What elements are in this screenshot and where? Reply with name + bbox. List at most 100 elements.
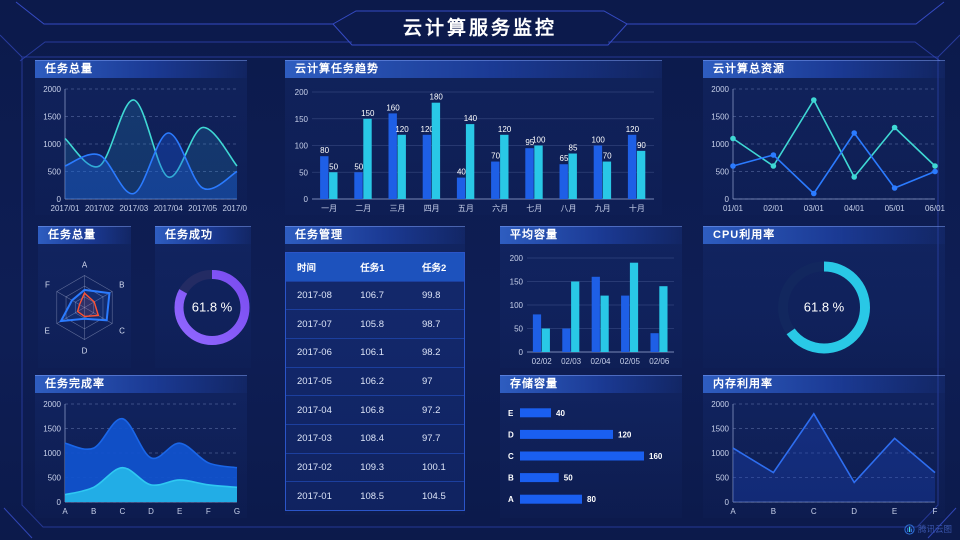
svg-text:十月: 十月	[629, 203, 645, 213]
svg-text:0: 0	[519, 348, 524, 357]
svg-text:500: 500	[716, 168, 730, 177]
svg-text:40: 40	[556, 409, 565, 418]
table-cell: 98.7	[421, 318, 441, 330]
svg-text:80: 80	[587, 495, 596, 504]
table-cell: 104.5	[421, 490, 446, 502]
svg-text:02/01: 02/01	[763, 204, 784, 213]
table-cell: 108.5	[360, 490, 384, 502]
svg-text:100: 100	[510, 301, 524, 310]
table-cell: 106.1	[360, 347, 384, 359]
svg-text:1000: 1000	[43, 140, 61, 149]
svg-text:B: B	[508, 474, 514, 483]
svg-text:2000: 2000	[711, 85, 729, 94]
panel-storage-capacity: 存储容量 E 40 D 120 C 160 B 50 A 80	[500, 375, 682, 518]
svg-text:1000: 1000	[711, 449, 729, 458]
task-success-donut-chart: 61.8 %	[155, 243, 251, 368]
panel-title-total-resource: 云计算总资源	[703, 60, 945, 78]
svg-text:03/01: 03/01	[804, 204, 825, 213]
svg-text:B: B	[91, 507, 96, 516]
svg-text:140: 140	[464, 114, 478, 123]
svg-text:八月: 八月	[561, 204, 577, 213]
svg-text:100: 100	[592, 136, 606, 145]
table-cell: 2017-05	[297, 376, 332, 388]
table-row: 2017-03 108.4 97.7	[286, 425, 464, 454]
svg-text:A: A	[508, 495, 514, 504]
svg-text:A: A	[82, 261, 88, 270]
svg-text:40: 40	[457, 168, 466, 177]
svg-text:E: E	[45, 327, 50, 336]
svg-text:150: 150	[361, 109, 375, 118]
panel-title-storage-capacity: 存储容量	[500, 375, 682, 393]
page-title: 云计算服务监控	[402, 18, 557, 39]
table-header-cell: 任务2	[421, 262, 447, 274]
table-cell: 2017-04	[297, 404, 332, 416]
svg-text:50: 50	[299, 168, 308, 177]
table-cell: 2017-01	[297, 490, 332, 502]
svg-text:2000: 2000	[43, 400, 61, 409]
panel-task-total-line: 任务总量 0 500 1000 1500 2000 2017/01 2017/02 2017/…	[35, 60, 252, 215]
svg-text:50: 50	[354, 162, 363, 171]
svg-text:01/01: 01/01	[723, 204, 744, 213]
svg-text:500: 500	[48, 474, 62, 483]
svg-text:2017/05: 2017/05	[188, 204, 217, 213]
task-total-line-chart: 0 500 1000 1500 2000 2017/01 2017/02 2017/03 201…	[35, 77, 252, 215]
svg-text:A: A	[730, 507, 736, 516]
panel-total-resource: 云计算总资源 0 500 1000 1500 2000 01/01 02/01 03/01 04…	[703, 60, 946, 215]
svg-text:2017/06: 2017/06	[223, 204, 247, 213]
panel-title-task-radar: 任务总量	[38, 226, 131, 244]
svg-text:2000: 2000	[711, 400, 729, 409]
svg-text:02/06: 02/06	[649, 357, 670, 366]
svg-text:61.8 %: 61.8 %	[192, 300, 233, 315]
svg-text:E: E	[508, 409, 514, 418]
svg-text:C: C	[811, 507, 817, 516]
svg-text:2017/03: 2017/03	[119, 204, 148, 213]
svg-text:E: E	[892, 507, 897, 516]
panel-task-table: 任务管理 时间 任务1 任务2 2017-08 106.7 99.8 2017-07 105.…	[285, 226, 465, 515]
svg-text:120: 120	[421, 125, 435, 134]
svg-text:1500: 1500	[711, 425, 729, 434]
panel-title-completion-rate: 任务完成率	[35, 375, 247, 393]
task-total-radar-chart: A B C D E F	[38, 243, 131, 368]
svg-text:0: 0	[725, 498, 730, 507]
svg-text:五月: 五月	[458, 204, 474, 213]
svg-text:D: D	[148, 507, 154, 516]
svg-text:B: B	[771, 507, 776, 516]
table-cell: 99.8	[421, 290, 441, 301]
task-management-table: 时间 任务1 任务2 2017-08 106.7 99.8 2017-07 105.8 98.7…	[285, 243, 465, 515]
table-cell: 2017-06	[297, 347, 332, 359]
svg-text:D: D	[851, 507, 857, 516]
svg-text:1500: 1500	[711, 113, 729, 122]
svg-text:1000: 1000	[43, 449, 61, 458]
svg-text:G: G	[234, 507, 240, 516]
svg-text:1000: 1000	[711, 140, 729, 149]
svg-text:65: 65	[560, 154, 569, 163]
svg-text:85: 85	[569, 144, 578, 153]
table-cell: 100.1	[421, 462, 446, 474]
svg-text:F: F	[933, 507, 938, 516]
vendor-watermark: 腾讯云图	[904, 523, 952, 535]
table-cell: 97.7	[421, 433, 441, 445]
table-cell: 2017-03	[297, 433, 332, 445]
avg-capacity-bar-chart: 0 50 100 150 200 02/02 02/03 02/04 02/05 02/06	[500, 243, 682, 368]
svg-text:C: C	[119, 507, 125, 516]
table-row: 2017-02 109.3 100.1	[286, 453, 464, 483]
svg-text:B: B	[119, 281, 124, 290]
svg-text:2017/02: 2017/02	[85, 204, 114, 213]
table-cell: 106.7	[360, 290, 384, 301]
svg-text:1500: 1500	[43, 425, 61, 434]
completion-rate-area-chart: 0 500 1000 1500 2000 A B C D E F G	[35, 392, 247, 518]
svg-text:90: 90	[637, 141, 646, 150]
svg-text:0: 0	[725, 195, 730, 204]
panel-title-task-trend: 云计算任务趋势	[285, 60, 662, 78]
table-cell: 98.2	[421, 347, 441, 359]
svg-text:04/01: 04/01	[844, 204, 865, 213]
svg-text:70: 70	[491, 152, 500, 161]
svg-text:150: 150	[510, 278, 524, 287]
table-row: 2017-07 105.8 98.7	[286, 310, 464, 340]
vendor-logo-icon	[904, 523, 915, 535]
svg-text:61.8 %: 61.8 %	[804, 300, 845, 315]
svg-text:02/02: 02/02	[532, 357, 553, 366]
table-row: 2017-05 106.2 97	[286, 367, 464, 397]
svg-text:D: D	[82, 347, 88, 356]
